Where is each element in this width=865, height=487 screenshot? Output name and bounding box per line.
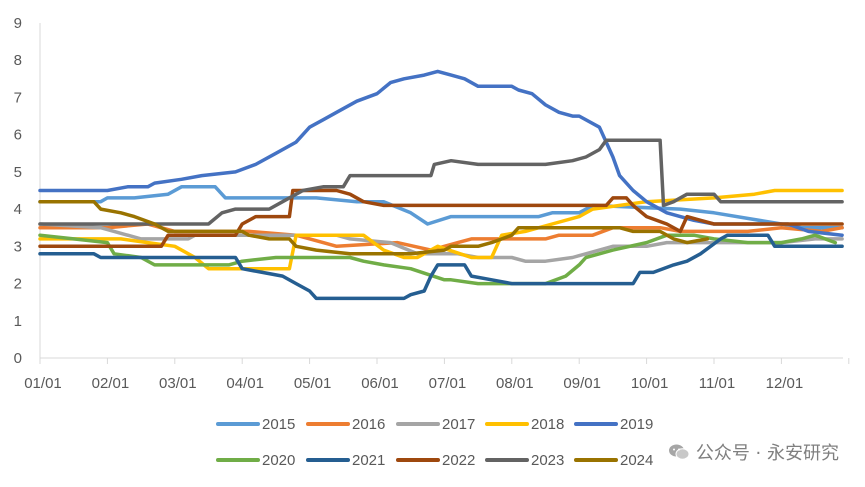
legend-label-2024: 2024 — [620, 452, 653, 469]
chart-legend: 2015 2016 2017 2018 2019 2020 2021 2022 2023 2024 — [216, 416, 653, 469]
series-line-2022 — [38, 188, 844, 249]
legend-label-2018: 2018 — [531, 416, 564, 433]
series-line-2024 — [38, 199, 710, 256]
legend-label-2022: 2022 — [442, 452, 475, 469]
legend-label-2015: 2015 — [262, 416, 295, 433]
watermark-text: 公众号 · 永安研究 — [695, 443, 839, 464]
y-tick-label: 5 — [14, 164, 22, 181]
series-line-2018 — [38, 188, 844, 271]
y-tick-label: 6 — [14, 127, 22, 144]
y-tick-label: 8 — [14, 52, 22, 69]
x-tick-label: 02/01 — [92, 375, 130, 392]
chart-axes: 0 1 2 3 4 5 6 7 8 9 01/01 02/01 03/01 04/01 05/01 06/01… — [14, 15, 850, 392]
x-tick-label: 07/01 — [429, 375, 467, 392]
series-line-2021 — [38, 233, 844, 301]
y-tick-label: 4 — [14, 201, 22, 218]
y-tick-label: 1 — [14, 313, 22, 330]
y-tick-label: 7 — [14, 89, 22, 106]
series-line-2015 — [38, 185, 844, 230]
series-layer — [38, 69, 844, 301]
legend-label-2016: 2016 — [352, 416, 385, 433]
y-tick-label: 3 — [14, 238, 22, 255]
wechat-icon — [668, 444, 690, 460]
legend-label-2020: 2020 — [262, 452, 295, 469]
watermark: 公众号 · 永安研究 — [668, 439, 839, 465]
legend-label-2019: 2019 — [620, 416, 653, 433]
legend-label-2021: 2021 — [352, 452, 385, 469]
x-tick-label: 08/01 — [496, 375, 534, 392]
x-tick-label: 09/01 — [563, 375, 601, 392]
x-tick-label: 01/01 — [24, 375, 62, 392]
x-tick-label: 04/01 — [226, 375, 264, 392]
x-tick-label: 11/01 — [699, 375, 735, 392]
y-tick-label: 9 — [14, 15, 22, 32]
x-tick-label: 12/01 — [766, 375, 804, 392]
x-tick-label: 05/01 — [294, 375, 332, 392]
series-line-2019 — [38, 69, 844, 237]
legend-label-2017: 2017 — [442, 416, 475, 433]
series-line-2023 — [38, 138, 844, 226]
y-tick-label: 0 — [14, 350, 22, 367]
y-tick-label: 2 — [14, 276, 22, 293]
series-line-2020 — [38, 233, 838, 286]
x-tick-label: 10/01 — [631, 375, 669, 392]
legend-label-2023: 2023 — [531, 452, 564, 469]
x-tick-label: 03/01 — [159, 375, 197, 392]
x-tick-label: 06/01 — [361, 375, 399, 392]
